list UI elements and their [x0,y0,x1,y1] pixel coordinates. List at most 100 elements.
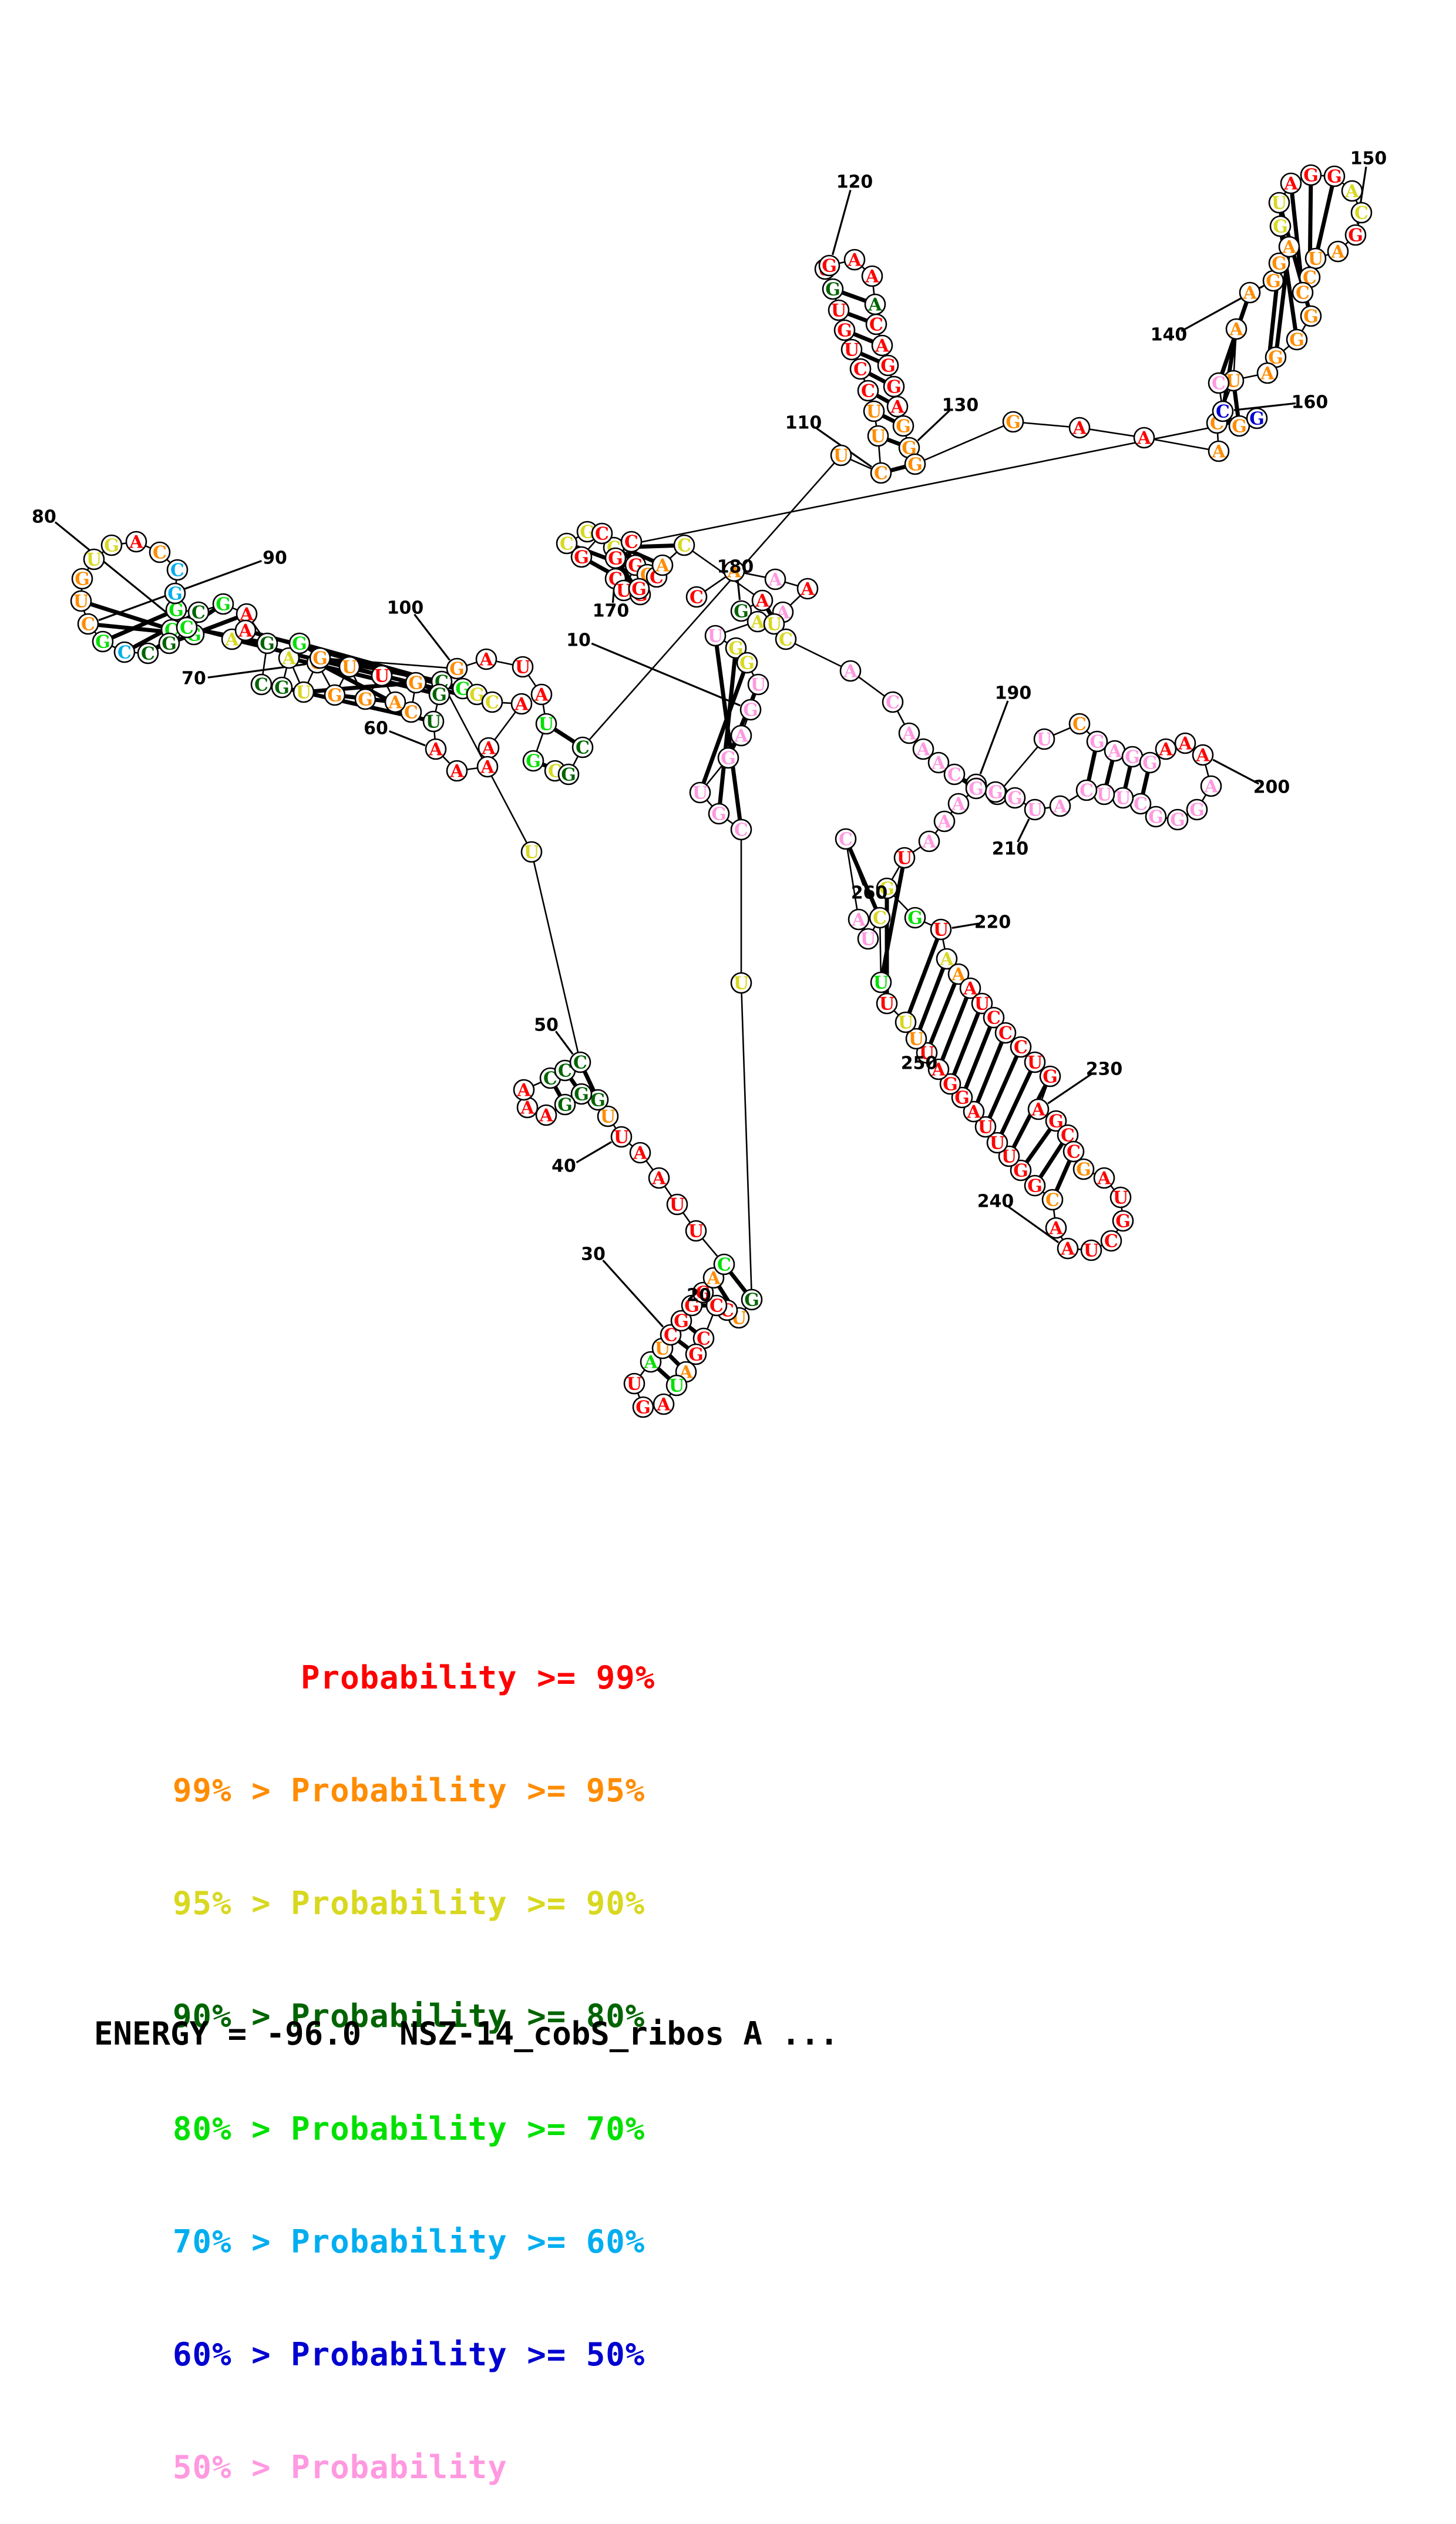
legend-row-95: 99% > Probability >= 95% [0,1734,1456,1847]
nucleotide-letter: U [524,843,539,863]
position-label-40: 40 [552,1156,576,1177]
nucleotide-letter: A [534,685,549,706]
nucleotide-letter: G [312,649,328,669]
nucleotide-letter: G [292,634,307,655]
nucleotide-letter: A [1330,242,1345,263]
legend-label-95: 99% > Probability >= 95% [173,1772,645,1809]
position-label-80: 80 [32,507,56,528]
nucleotide-letter: A [449,761,464,782]
nucleotide-letter: U [296,683,311,703]
nucleotide-letter: A [1229,320,1243,340]
basepair-line [554,729,574,742]
nucleotide-letter: G [907,455,923,475]
nucleotide-letter: A [800,579,815,600]
nucleotide-letter: C [404,703,418,723]
backbone-segment [873,286,874,294]
backbone-segment [1045,807,1050,808]
backbone-segment [413,693,415,702]
nucleotide-letter: G [1249,409,1265,429]
nucleotide-letter: U [86,550,102,570]
nucleotide-letter: A [1053,797,1067,817]
nucleotide-letter: G [825,280,840,300]
position-leader-line [389,731,425,746]
nucleotide-letter: G [1189,800,1205,821]
nucleotide-letter: U [670,1195,685,1216]
backbone-segment [913,847,921,852]
backbone-segment [1004,747,1038,787]
position-label-100: 100 [387,598,424,619]
legend-label-90: 95% > Probability >= 90% [173,1885,645,1922]
nucleotide-letter: A [1282,237,1296,258]
basepair-line [1318,186,1332,249]
nucleotide-letter: G [1043,1067,1058,1088]
position-label-160: 160 [1292,392,1329,413]
nucleotide-letter: G [358,690,373,710]
legend-row-90: 95% > Probability >= 90% [0,1847,1456,1960]
nucleotide-letter: U [708,626,723,647]
nucleotide-letter: C [153,543,167,563]
nucleotide-letter: A [1211,442,1226,462]
basepair-line [909,939,937,1013]
backbone-segment [466,662,477,666]
nucleotide-letter: A [865,267,879,287]
legend-row-70: 80% > Probability >= 70% [0,2073,1456,2186]
nucleotide-letter: A [867,295,882,316]
position-label-120: 120 [836,172,873,193]
nucleotide-letter: G [75,569,90,590]
backbone-segment [943,939,944,949]
nucleotide-letter: U [1097,785,1112,805]
basepair-line [848,314,867,321]
nucleotide-letter: G [1273,217,1288,237]
backbone-segment [785,582,798,586]
nucleotide-letter: A [656,1395,671,1415]
nucleotide-letter: G [432,685,447,706]
basepair-line [890,466,905,470]
backbone-segment [434,731,435,739]
backbone-segment [879,446,880,463]
basepair-line [730,1272,745,1291]
nucleotide-letter: G [880,356,896,377]
basepair-line [1027,1129,1050,1162]
nucleotide-letter: C [998,1023,1013,1044]
basepair-line [1143,773,1148,794]
backbone-segment [533,1082,542,1086]
backbone-segment [436,704,438,712]
legend-row-60: 70% > Probability >= 60% [0,2186,1456,2298]
nucleotide-letter: U [898,1013,913,1033]
backbone-segment [146,546,151,548]
nucleotide-letter: A [937,812,951,833]
nucleotide-letter: C [1014,1038,1028,1058]
backbone-segment [495,712,516,740]
nucleotide-letter: A [480,757,495,778]
nucleotide-letter: C [81,615,95,635]
position-leader-line [1234,403,1296,410]
backbone-segment [1069,796,1078,801]
nucleotide-letter: G [1007,788,1023,809]
nucleotide-letter: C [869,315,883,335]
basepair-line [658,1368,670,1378]
nucleotide-letter: A [1048,1219,1063,1239]
nucleotide-letter: U [1084,1241,1099,1261]
nucleotide-letter: U [1115,788,1131,809]
nucleotide-letter: A [1031,1100,1045,1120]
nucleotide-letter: G [969,779,984,800]
basepair-line [1107,761,1112,785]
backbone-segment [1220,393,1221,401]
nucleotide-letter: G [574,1085,589,1105]
nucleotide-letter: G [711,804,727,825]
backbone-segment [543,704,545,714]
position-label-180: 180 [717,557,754,578]
nucleotide-letter: C [717,1255,731,1276]
nucleotide-letter: G [1170,810,1185,831]
backbone-segment [1023,422,1070,427]
nucleotide-letter: C [734,820,748,841]
nucleotide-letter: G [988,783,1003,803]
legend-label-50: 60% > Probability >= 50% [173,2336,645,2373]
legend-row-99: Probability >= 99% [0,1622,1456,1734]
nucleotide-letter: C [573,1053,587,1073]
position-label-230: 230 [1086,1059,1123,1080]
nucleotide-letter: A [875,336,889,357]
position-leader-line [980,701,1008,774]
backbone-segment [859,677,885,696]
nucleotide-letter: A [931,753,946,774]
